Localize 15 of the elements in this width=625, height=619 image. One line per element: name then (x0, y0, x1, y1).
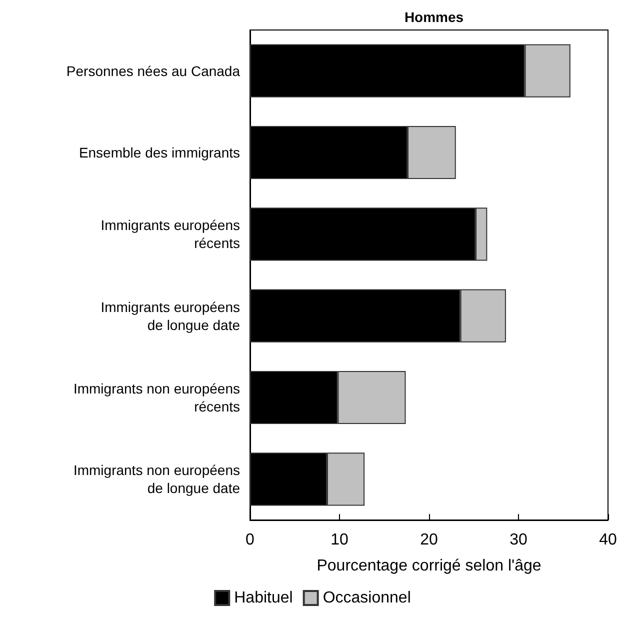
x-tick-label: 30 (510, 532, 528, 548)
x-tick-label: 40 (599, 532, 617, 548)
x-tick-label: 10 (330, 532, 348, 548)
y-tick-label: Immigrants non européens récents (73, 380, 240, 414)
y-tick-label: Immigrants européens de longue date (100, 298, 240, 333)
x-tick-label: 20 (420, 532, 438, 548)
y-tick-label: Ensemble des immigrants (78, 144, 240, 160)
x-axis-title: Pourcentage corrigé selon l'âge (316, 558, 542, 574)
x-tick-label: 0 (246, 532, 255, 548)
y-tick-label: Personnes nées au Canada (66, 62, 240, 79)
chart-title: Hommes (404, 9, 464, 25)
y-tick-label: Immigrants européens récents (100, 217, 240, 252)
legend-label: Habituel (234, 590, 293, 606)
y-tick-label: Immigrants non européens de longue date (73, 462, 240, 496)
legend-label: Occasionnel (322, 590, 411, 606)
